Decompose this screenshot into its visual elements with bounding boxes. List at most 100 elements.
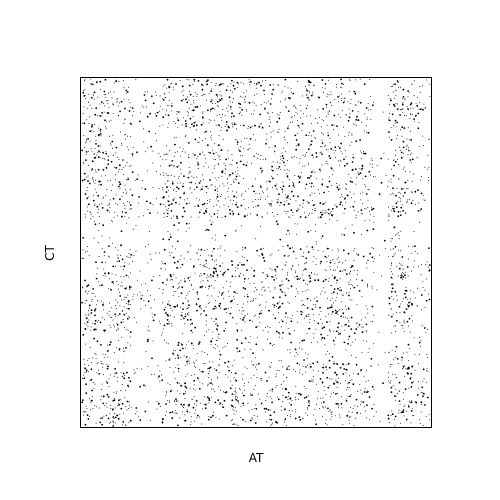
scatter-point xyxy=(416,394,419,396)
scatter-point xyxy=(348,281,350,283)
scatter-point xyxy=(123,276,125,278)
scatter-point xyxy=(103,90,106,93)
scatter-point xyxy=(237,213,240,216)
scatter-point xyxy=(345,323,347,326)
scatter-point xyxy=(398,305,401,308)
scatter-point xyxy=(236,323,238,325)
scatter-point xyxy=(319,306,321,309)
scatter-point xyxy=(310,140,313,143)
scatter-point xyxy=(206,144,209,147)
scatter-point xyxy=(121,336,122,338)
scatter-point xyxy=(324,145,326,147)
scatter-point xyxy=(367,103,369,105)
scatter-point xyxy=(387,255,389,257)
scatter-point xyxy=(231,399,234,402)
scatter-point xyxy=(402,146,405,149)
scatter-point xyxy=(301,305,303,306)
scatter-point xyxy=(344,135,346,137)
scatter-point xyxy=(257,415,258,417)
scatter-point xyxy=(128,149,130,151)
scatter-point xyxy=(85,290,87,292)
scatter-point xyxy=(283,374,284,376)
scatter-point xyxy=(269,342,272,345)
scatter-point xyxy=(269,390,271,391)
scatter-point xyxy=(285,322,287,324)
scatter-point xyxy=(190,421,192,423)
scatter-point xyxy=(294,272,296,274)
scatter-point xyxy=(246,110,248,112)
scatter-point xyxy=(355,363,358,366)
scatter-point xyxy=(350,344,352,346)
scatter-point xyxy=(370,109,372,111)
scatter-point xyxy=(365,208,367,210)
scatter-point xyxy=(295,139,298,141)
scatter-point xyxy=(338,147,341,150)
scatter-point xyxy=(354,168,357,171)
scatter-point xyxy=(338,184,340,186)
scatter-point xyxy=(393,325,395,327)
scatter-point xyxy=(330,268,332,270)
scatter-point xyxy=(330,306,333,309)
y-axis-label: CT xyxy=(43,244,57,260)
scatter-point xyxy=(175,248,176,250)
scatter-point xyxy=(117,284,119,286)
scatter-point xyxy=(350,98,352,100)
scatter-point xyxy=(268,309,270,312)
scatter-point xyxy=(173,190,175,191)
scatter-point xyxy=(402,96,405,98)
scatter-point xyxy=(124,204,126,206)
scatter-point xyxy=(237,170,239,172)
scatter-point xyxy=(201,88,204,91)
scatter-point xyxy=(192,109,195,112)
scatter-point xyxy=(159,252,161,254)
scatter-point xyxy=(402,102,404,104)
scatter-point xyxy=(344,329,346,331)
scatter-point xyxy=(196,417,198,419)
scatter-point xyxy=(248,102,251,104)
scatter-point xyxy=(227,182,229,184)
scatter-point xyxy=(347,386,349,388)
scatter-point xyxy=(297,133,299,135)
scatter-point xyxy=(205,314,208,317)
scatter-point xyxy=(85,154,87,156)
scatter-point xyxy=(253,388,255,390)
scatter-point xyxy=(352,383,355,386)
scatter-point xyxy=(312,93,314,95)
scatter-point xyxy=(169,357,171,359)
scatter-point xyxy=(171,279,173,281)
scatter-point xyxy=(325,210,327,212)
scatter-point xyxy=(287,195,289,198)
scatter-point xyxy=(305,188,307,190)
scatter-point xyxy=(396,233,398,235)
scatter-point xyxy=(87,203,90,206)
scatter-point xyxy=(307,408,309,410)
scatter-point xyxy=(251,408,253,410)
scatter-point xyxy=(235,123,237,125)
scatter-point xyxy=(125,92,127,94)
scatter-point xyxy=(274,274,276,276)
scatter-point xyxy=(139,112,141,114)
scatter-point xyxy=(194,373,195,375)
scatter-point xyxy=(218,156,220,158)
scatter-point xyxy=(196,309,198,312)
scatter-point xyxy=(117,314,119,316)
scatter-point xyxy=(239,274,241,276)
scatter-point xyxy=(366,267,368,269)
scatter-point xyxy=(336,363,339,365)
scatter-point xyxy=(307,164,309,166)
scatter-point xyxy=(210,184,212,186)
scatter-point xyxy=(355,217,357,219)
scatter-point xyxy=(167,400,169,402)
scatter-point xyxy=(427,356,428,358)
scatter-point xyxy=(165,209,167,211)
scatter-point xyxy=(343,234,346,236)
scatter-point xyxy=(138,120,141,123)
scatter-point xyxy=(208,367,211,370)
scatter-point xyxy=(313,273,315,275)
scatter-point xyxy=(211,361,213,363)
scatter-point xyxy=(345,316,347,318)
scatter-point xyxy=(161,379,164,382)
scatter-point xyxy=(114,373,116,375)
scatter-point xyxy=(373,248,375,249)
scatter-point xyxy=(359,139,361,141)
